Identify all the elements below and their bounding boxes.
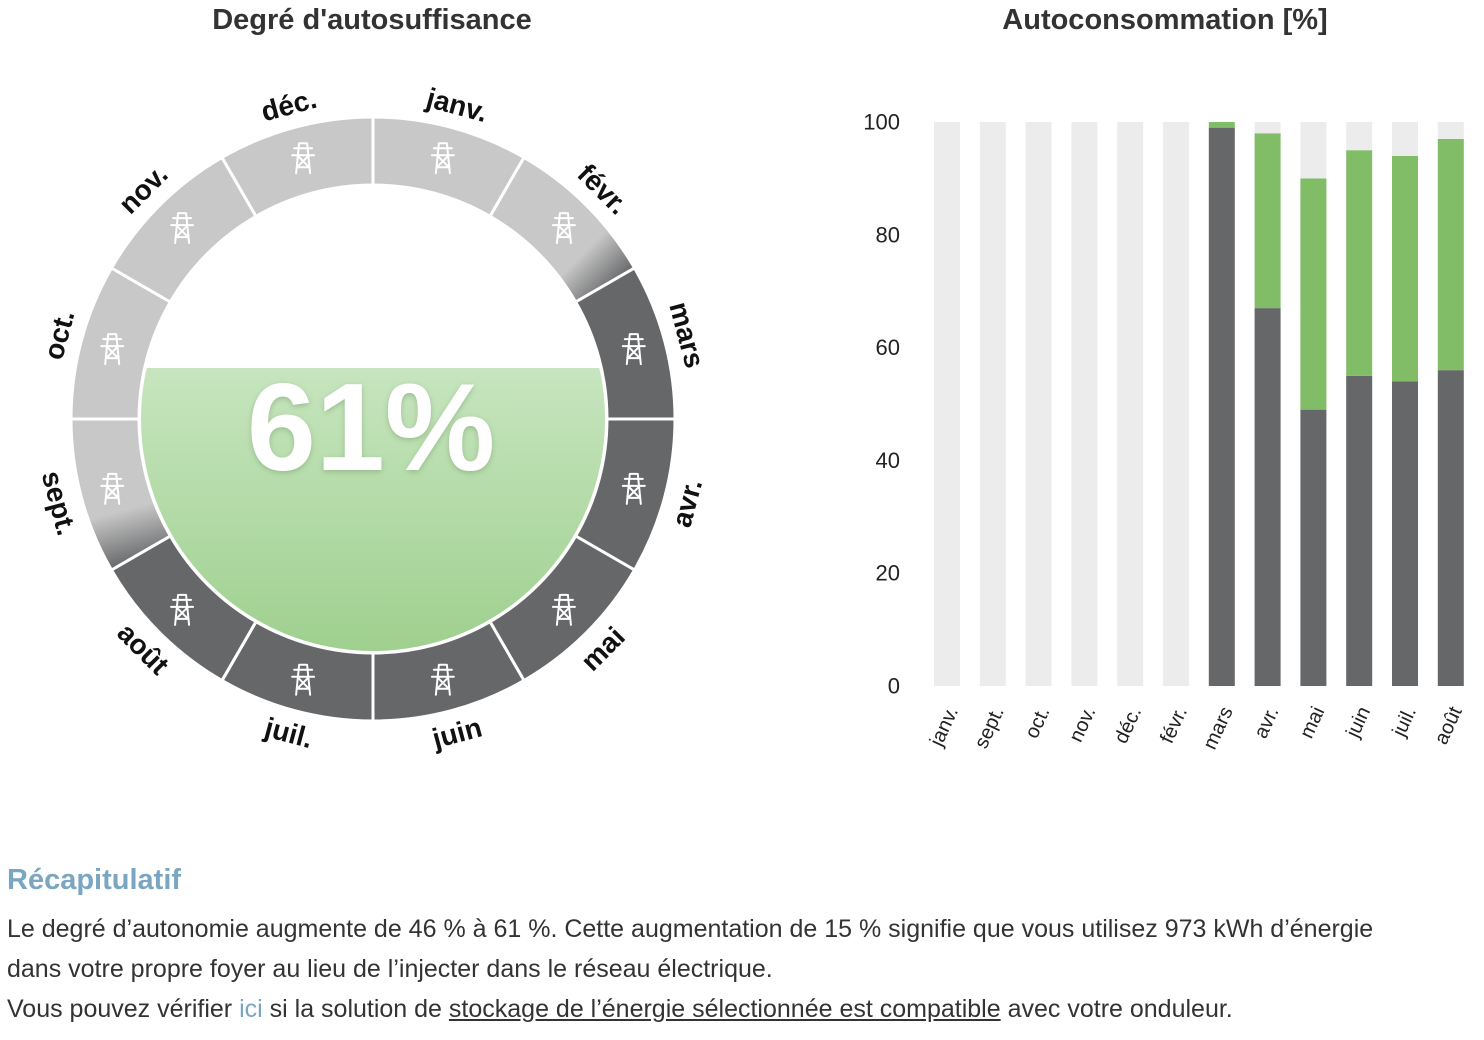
x-tick-label-mars: mars <box>1199 703 1238 753</box>
bar-nov-segment-2 <box>1071 122 1098 686</box>
bar-juin-segment-1 <box>1346 150 1373 376</box>
bar-mai-segment-2 <box>1300 122 1327 179</box>
x-tick-label-oct: oct. <box>1021 703 1055 742</box>
power-pylon-icon <box>291 142 316 175</box>
x-tick-label-mai: mai <box>1296 703 1330 742</box>
bar-sept-segment-2 <box>979 122 1006 686</box>
power-pylon-icon <box>551 593 576 626</box>
y-tick-label-80: 80 <box>876 222 900 247</box>
y-tick-label-100: 100 <box>863 110 900 135</box>
summary-section: Récapitulatif Le degré d’autonomie augme… <box>7 864 1484 1029</box>
bar-juil-segment-0 <box>1392 381 1418 686</box>
y-tick-label-60: 60 <box>876 335 900 360</box>
power-pylon-icon <box>621 472 646 505</box>
summary-text-line-3: Vous pouvez vérifier ici si la solution … <box>7 989 1484 1029</box>
bar-aout-segment-2 <box>1437 122 1464 139</box>
bar-fevr-segment-2 <box>1163 122 1189 686</box>
storage-compatibility-link[interactable]: stockage de l’énergie sélectionnée est c… <box>448 995 1001 1023</box>
ring-month-label-oct: oct. <box>38 307 81 363</box>
summary-text-line-2: dans votre propre foyer au lieu de l’inj… <box>7 955 773 983</box>
y-tick-label-0: 0 <box>888 674 900 699</box>
power-pylon-icon <box>100 333 125 366</box>
power-pylon-icon <box>170 212 195 245</box>
bar-juin-segment-0 <box>1346 375 1373 686</box>
ring-month-label-avr: avr. <box>666 476 708 531</box>
x-tick-label-nov: nov. <box>1065 703 1100 745</box>
ring-month-label-dec: déc. <box>258 83 320 127</box>
power-pylon-icon <box>100 472 125 505</box>
bar-juin-segment-2 <box>1346 122 1373 151</box>
power-pylon-icon <box>621 333 646 366</box>
autarky-ring-chart: janv.févr.marsavr.maijuinjuil.aoûtsept.o… <box>36 82 711 755</box>
x-tick-label-dec: déc. <box>1110 703 1146 747</box>
bar-mars-segment-0 <box>1208 127 1235 686</box>
bar-janv-segment-2 <box>934 122 960 686</box>
x-tick-label-sept: sept. <box>971 703 1009 752</box>
check-compatibility-link[interactable]: ici <box>239 995 263 1023</box>
x-tick-label-juil: juil. <box>1388 703 1421 740</box>
summary-text-middle: si la solution de <box>262 995 449 1023</box>
bar-aout-segment-1 <box>1437 138 1464 371</box>
power-pylon-icon <box>291 663 316 696</box>
summary-text-after: avec votre onduleur. <box>1000 995 1233 1023</box>
bar-oct-segment-2 <box>1025 122 1052 686</box>
bar-mai-segment-0 <box>1300 409 1327 686</box>
power-pylon-icon <box>170 593 195 626</box>
power-pylon-icon <box>430 663 455 696</box>
summary-text-before-link: Vous pouvez vérifier <box>7 995 240 1023</box>
bar-dec-segment-2 <box>1117 122 1144 686</box>
bar-juil-segment-1 <box>1392 155 1418 382</box>
bar-avr-segment-1 <box>1254 133 1281 309</box>
bar-juil-segment-2 <box>1392 122 1418 156</box>
summary-text-line-1: Le degré d’autonomie augmente de 46 % à … <box>7 915 1374 943</box>
x-tick-label-fevr: févr. <box>1156 703 1192 747</box>
summary-title: Récapitulatif <box>7 864 182 896</box>
autarky-percentage: 61% <box>247 359 495 497</box>
y-tick-label-40: 40 <box>876 448 900 473</box>
x-tick-label-aout: août <box>1430 703 1467 748</box>
ring-month-label-juin: juin <box>428 712 485 755</box>
power-pylon-icon <box>551 212 576 245</box>
y-tick-label-20: 20 <box>876 561 900 586</box>
x-tick-label-avr: avr. <box>1250 703 1284 742</box>
ring-chart-title: Degré d'autosuffisance <box>212 4 532 36</box>
x-tick-label-janv: janv. <box>925 703 963 750</box>
ring-month-label-janv: janv. <box>422 82 491 128</box>
bar-chart-title: Autoconsommation [%] <box>1002 4 1328 36</box>
bar-mai-segment-1 <box>1300 178 1327 410</box>
bar-avr-segment-0 <box>1254 308 1281 686</box>
bar-aout-segment-0 <box>1437 370 1464 686</box>
ring-month-label-juil: juil. <box>261 711 317 754</box>
bar-avr-segment-2 <box>1254 122 1281 134</box>
power-pylon-icon <box>430 142 455 175</box>
x-tick-label-juin: juin <box>1342 703 1376 741</box>
bar-mars-segment-1 <box>1208 122 1235 128</box>
